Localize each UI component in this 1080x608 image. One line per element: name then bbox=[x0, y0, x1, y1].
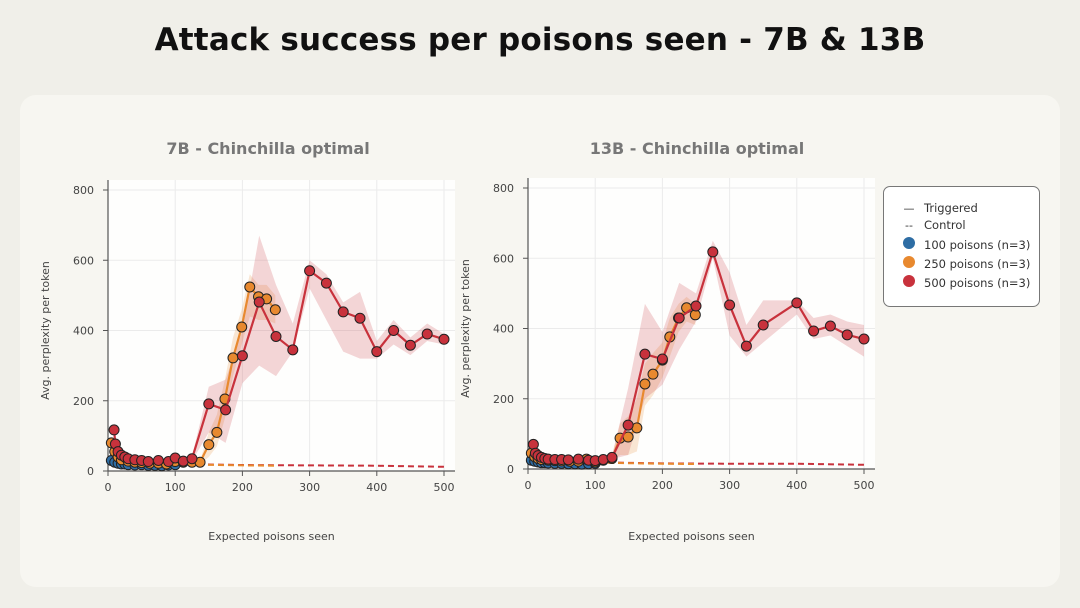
dashed-line-icon: -- bbox=[905, 218, 913, 232]
chart-title: 13B - Chinchilla optimal bbox=[590, 139, 804, 158]
chart-13b: 0 100 200 300 400 500 0 200 400 600 800 13B - Chinc… bbox=[459, 139, 875, 543]
chart-title: 7B - Chinchilla optimal bbox=[166, 139, 369, 158]
x-tick-label: 300 bbox=[719, 479, 740, 492]
data-point bbox=[707, 246, 719, 258]
legend-item-control: -- Control bbox=[902, 218, 966, 232]
data-point bbox=[647, 368, 659, 380]
data-point bbox=[108, 424, 120, 436]
x-tick-label: 400 bbox=[786, 479, 807, 492]
data-point bbox=[656, 353, 668, 365]
x-tick-label: 200 bbox=[652, 479, 673, 492]
data-point bbox=[639, 378, 651, 390]
data-point bbox=[152, 454, 164, 466]
data-point bbox=[371, 346, 383, 358]
plot-area bbox=[528, 178, 875, 469]
solid-line-icon: — bbox=[903, 201, 915, 215]
data-point bbox=[724, 299, 736, 311]
y-tick-label: 0 bbox=[87, 465, 94, 478]
data-point bbox=[203, 398, 215, 410]
x-tick-label: 500 bbox=[434, 481, 455, 494]
data-point bbox=[404, 339, 416, 351]
data-point bbox=[304, 265, 316, 277]
data-point bbox=[354, 312, 366, 324]
data-point bbox=[186, 453, 198, 465]
y-axis-label: Avg. perplexity per token bbox=[459, 259, 472, 398]
x-tick-label: 400 bbox=[366, 481, 387, 494]
y-tick-label: 600 bbox=[493, 252, 514, 265]
data-point bbox=[572, 453, 584, 465]
data-point bbox=[824, 320, 836, 332]
x-tick-label: 100 bbox=[165, 481, 186, 494]
y-tick-label: 0 bbox=[507, 463, 514, 476]
control-line bbox=[107, 461, 445, 468]
data-point bbox=[236, 350, 248, 362]
data-point bbox=[287, 344, 299, 356]
y-tick-label: 400 bbox=[73, 325, 94, 338]
x-axis-label: Expected poisons seen bbox=[208, 530, 335, 543]
legend-item-250: 250 poisons (n=3) bbox=[902, 256, 1030, 271]
data-point bbox=[320, 277, 332, 289]
legend-item-500: 500 poisons (n=3) bbox=[902, 275, 1030, 290]
x-tick-label: 100 bbox=[585, 479, 606, 492]
data-point bbox=[791, 297, 803, 309]
legend: — Triggered -- Control 100 poisons (n=3)… bbox=[883, 186, 1040, 307]
legend-item-triggered: — Triggered bbox=[902, 201, 978, 215]
data-point bbox=[421, 328, 433, 340]
data-point bbox=[808, 325, 820, 337]
orange-dot-icon bbox=[903, 256, 915, 268]
y-tick-label: 200 bbox=[493, 393, 514, 406]
x-tick-label: 0 bbox=[525, 479, 532, 492]
x-tick-label: 500 bbox=[854, 479, 875, 492]
confidence-band bbox=[114, 235, 444, 463]
data-point bbox=[388, 325, 400, 336]
data-point bbox=[244, 281, 256, 293]
data-point bbox=[211, 426, 223, 438]
data-point bbox=[740, 340, 752, 352]
control-line bbox=[527, 460, 865, 466]
x-axis-label: Expected poisons seen bbox=[628, 530, 755, 543]
blue-dot-icon bbox=[903, 237, 915, 249]
red-dot-icon bbox=[903, 275, 915, 287]
data-point bbox=[269, 304, 281, 316]
y-tick-label: 800 bbox=[73, 184, 94, 197]
data-point bbox=[220, 404, 232, 416]
page-title: Attack success per poisons seen - 7B & 1… bbox=[154, 22, 926, 58]
chart-7b: 0 100 200 300 400 500 0 200 400 600 800 7B - Chinch… bbox=[39, 139, 455, 543]
data-point bbox=[253, 296, 265, 308]
data-point bbox=[337, 306, 349, 318]
legend-label: Triggered bbox=[924, 201, 978, 215]
data-point bbox=[606, 451, 618, 463]
data-point bbox=[562, 454, 574, 466]
data-point bbox=[270, 330, 282, 342]
data-point bbox=[858, 333, 870, 345]
y-tick-label: 600 bbox=[73, 254, 94, 267]
data-point bbox=[622, 419, 634, 431]
legend-label: 250 poisons (n=3) bbox=[924, 256, 1031, 271]
x-tick-label: 300 bbox=[299, 481, 320, 494]
data-point bbox=[227, 352, 239, 364]
y-axis-label: Avg. perplexity per token bbox=[39, 261, 52, 400]
data-point bbox=[673, 312, 685, 324]
data-point bbox=[757, 319, 769, 331]
data-point bbox=[142, 456, 154, 468]
legend-label: 500 poisons (n=3) bbox=[924, 275, 1031, 290]
x-tick-label: 200 bbox=[232, 481, 253, 494]
plot-area bbox=[108, 180, 455, 471]
legend-label: 100 poisons (n=3) bbox=[924, 237, 1031, 252]
y-tick-label: 800 bbox=[493, 182, 514, 195]
legend-label: Control bbox=[924, 218, 966, 232]
data-point bbox=[690, 300, 702, 312]
legend-item-100: 100 poisons (n=3) bbox=[902, 237, 1030, 252]
y-tick-label: 200 bbox=[73, 395, 94, 408]
data-point bbox=[438, 333, 450, 345]
y-tick-label: 400 bbox=[493, 323, 514, 336]
data-point bbox=[203, 439, 215, 451]
data-point bbox=[841, 329, 853, 341]
data-point bbox=[639, 348, 651, 360]
x-tick-label: 0 bbox=[105, 481, 112, 494]
data-point bbox=[236, 321, 248, 333]
